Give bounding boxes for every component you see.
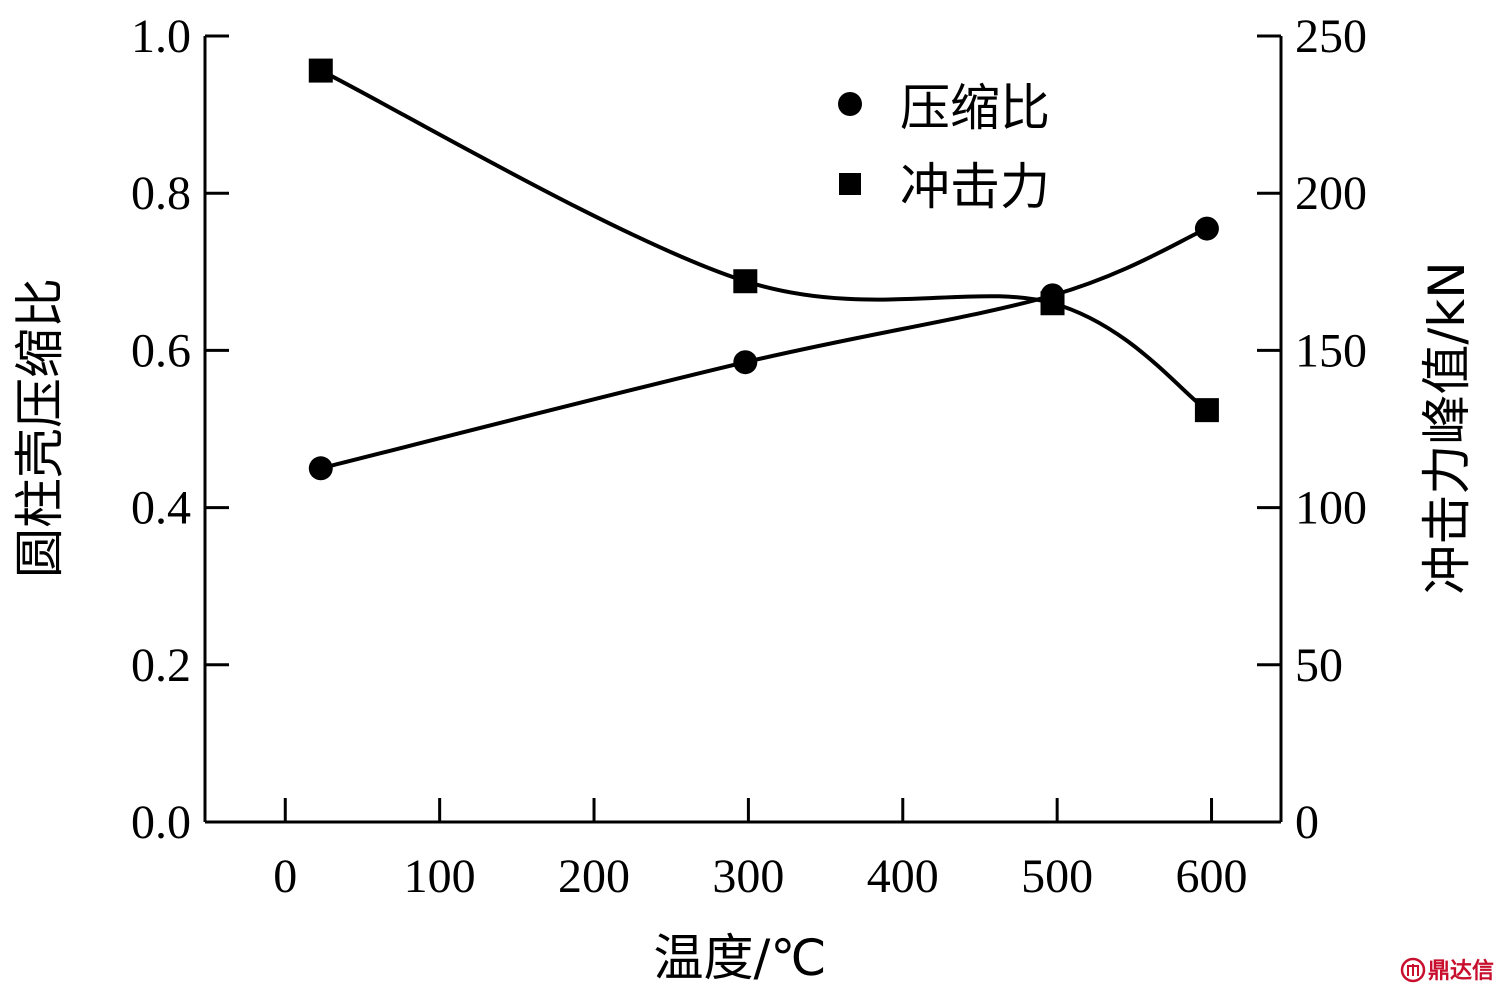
watermark-text: 鼎达信	[1428, 958, 1494, 984]
left-y-tick-label: 0.0	[131, 796, 191, 849]
left-y-tick-label: 0.2	[131, 639, 191, 692]
impact-force-point	[1040, 291, 1065, 316]
right-y-tick-label: 150	[1295, 324, 1367, 377]
left-y-tick-label: 0.4	[131, 482, 191, 535]
axes-frame	[203, 36, 1283, 824]
x-axis-ticks: 0 100 200 300 400 500 600	[273, 798, 1248, 903]
legend-marker-circle	[838, 92, 862, 116]
legend: 压缩比 冲击力	[838, 79, 1050, 216]
series-layer	[308, 58, 1219, 481]
watermark-logo-icon	[1400, 957, 1426, 983]
left-y-tick-label: 1.0	[131, 10, 191, 63]
right-y-axis-ticks: 0 50 100 150 200 250	[1257, 10, 1367, 849]
x-axis-title: 温度/℃	[654, 929, 827, 987]
right-y-axis-title: 冲击力峰值/kN	[1418, 261, 1476, 594]
x-tick-label: 100	[404, 850, 476, 903]
x-tick-label: 300	[712, 850, 784, 903]
legend-marker-square	[839, 173, 861, 195]
series-line-impact	[319, 68, 1209, 412]
x-tick-label: 0	[273, 850, 297, 903]
impact-force-point	[733, 269, 758, 294]
compression-ratio-point	[308, 456, 333, 481]
left-y-axis-title: 圆柱壳压缩比	[11, 278, 69, 578]
impact-force-point	[308, 58, 333, 83]
series-line-compression	[320, 226, 1208, 471]
left-y-tick-label: 0.6	[131, 324, 191, 377]
right-y-tick-label: 200	[1295, 167, 1367, 220]
watermark: 鼎达信	[1400, 957, 1494, 984]
compression-ratio-point	[733, 350, 758, 375]
impact-force-point	[1194, 398, 1219, 423]
x-tick-label: 600	[1176, 850, 1248, 903]
left-y-tick-label: 0.8	[131, 167, 191, 220]
legend-label-impact: 冲击力	[900, 158, 1050, 216]
x-tick-label: 400	[867, 850, 939, 903]
compression-ratio-point	[1194, 216, 1219, 241]
right-y-tick-label: 250	[1295, 10, 1367, 63]
watermark-logo-inner-icon	[1407, 964, 1419, 976]
right-y-tick-label: 100	[1295, 482, 1367, 535]
right-y-tick-label: 50	[1295, 639, 1343, 692]
legend-label-compression: 压缩比	[900, 79, 1050, 137]
x-tick-label: 200	[558, 850, 630, 903]
x-tick-label: 500	[1021, 850, 1093, 903]
left-y-axis-ticks: 0.0 0.2 0.4 0.6 0.8 1.0	[131, 10, 229, 849]
right-y-tick-label: 0	[1295, 796, 1319, 849]
